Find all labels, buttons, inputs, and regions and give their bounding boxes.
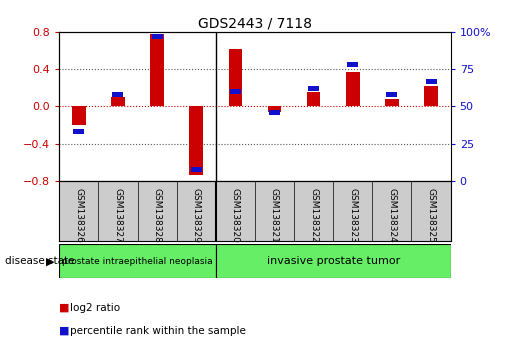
Bar xyxy=(150,34,164,107)
Bar xyxy=(112,92,124,97)
Bar xyxy=(424,86,438,107)
Bar xyxy=(191,166,202,172)
Bar xyxy=(216,244,451,278)
Text: GSM138329: GSM138329 xyxy=(192,188,201,243)
Bar xyxy=(151,34,163,39)
Text: GSM138325: GSM138325 xyxy=(426,188,436,243)
Text: GSM138320: GSM138320 xyxy=(231,188,240,243)
Text: GSM138322: GSM138322 xyxy=(309,188,318,243)
Text: percentile rank within the sample: percentile rank within the sample xyxy=(70,326,246,336)
Text: GSM138321: GSM138321 xyxy=(270,188,279,243)
Bar xyxy=(268,107,281,112)
Bar xyxy=(386,92,398,97)
Text: ■: ■ xyxy=(59,303,70,313)
Bar xyxy=(230,89,241,94)
Bar xyxy=(72,107,85,125)
Text: disease state: disease state xyxy=(5,256,75,266)
Text: log2 ratio: log2 ratio xyxy=(70,303,119,313)
Bar xyxy=(308,86,319,91)
Title: GDS2443 / 7118: GDS2443 / 7118 xyxy=(198,17,312,31)
Bar xyxy=(59,244,216,278)
Text: ▶: ▶ xyxy=(46,256,55,266)
Text: ■: ■ xyxy=(59,326,70,336)
Bar xyxy=(346,72,359,107)
Text: GSM138326: GSM138326 xyxy=(74,188,83,243)
Text: GSM138323: GSM138323 xyxy=(348,188,357,243)
Text: GSM138324: GSM138324 xyxy=(387,188,397,243)
Bar xyxy=(190,107,203,175)
Text: prostate intraepithelial neoplasia: prostate intraepithelial neoplasia xyxy=(62,257,213,266)
Bar xyxy=(111,97,125,107)
Bar xyxy=(269,110,280,115)
Bar xyxy=(385,99,399,107)
Text: GSM138327: GSM138327 xyxy=(113,188,123,243)
Bar xyxy=(73,129,84,135)
Bar xyxy=(307,92,320,107)
Bar xyxy=(229,48,242,107)
Text: GSM138328: GSM138328 xyxy=(152,188,162,243)
Bar xyxy=(347,62,358,67)
Bar xyxy=(425,79,437,84)
Text: invasive prostate tumor: invasive prostate tumor xyxy=(267,256,400,266)
